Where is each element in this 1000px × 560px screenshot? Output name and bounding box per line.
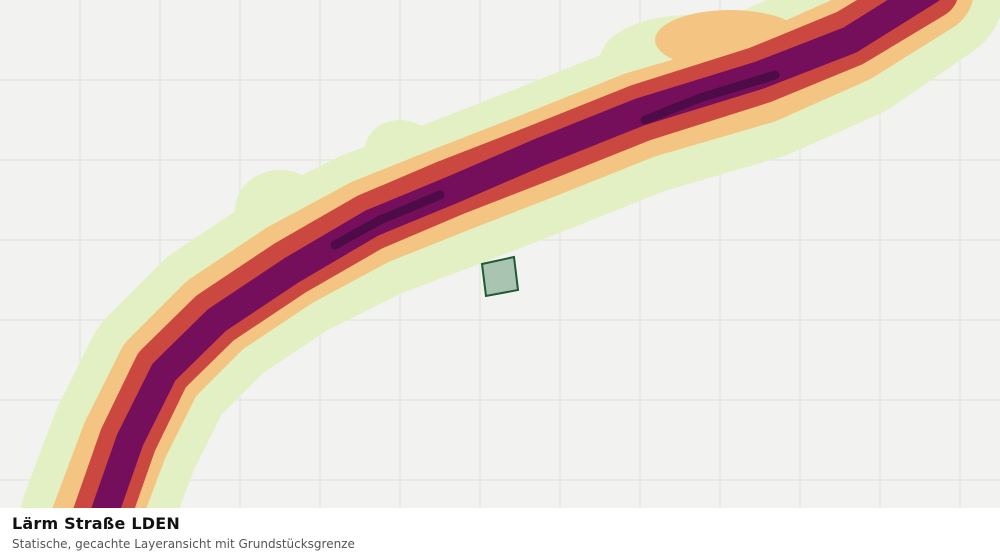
layer-title: Lärm Straße LDEN	[12, 514, 180, 533]
layer-subtitle: Statische, gecachte Layeransicht mit Gru…	[12, 537, 355, 551]
map	[0, 0, 1000, 508]
parcel-boundary[interactable]	[480, 255, 520, 298]
caption: Lärm Straße LDEN Statische, gecachte Lay…	[0, 508, 1000, 560]
noise-band-highest	[330, 70, 780, 250]
noise-bands	[21, 0, 1000, 508]
